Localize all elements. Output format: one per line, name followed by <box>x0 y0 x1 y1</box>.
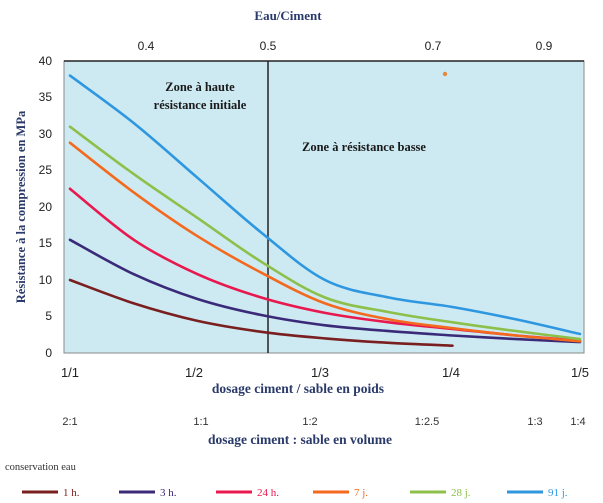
y-tick-label: 40 <box>39 54 53 68</box>
series-line-2 <box>68 238 582 344</box>
x-tick-label: 1/1 <box>61 365 79 380</box>
footnote: conservation eau <box>5 462 77 473</box>
top-tick-label: 0.9 <box>536 39 553 53</box>
top-tick-label: 0.7 <box>425 39 442 53</box>
x2-tick-label: 1:3 <box>527 416 542 428</box>
top-tick-label: 0.4 <box>138 39 155 53</box>
y-tick-label: 5 <box>45 309 52 323</box>
series-line-6 <box>68 74 582 336</box>
series-line-4 <box>68 141 582 343</box>
x2-tick-label: 1:2 <box>302 416 317 428</box>
y-tick-label: 25 <box>39 163 53 177</box>
x-tick-label: 1/2 <box>185 365 203 380</box>
series-lines <box>68 74 582 347</box>
y-tick-labels: 0 5 10 15 20 25 30 35 40 <box>39 54 53 360</box>
legend-label: 1 h. <box>63 487 80 499</box>
legend: 1 h. 3 h. 24 h. 7 j. 28 j. 91 j. <box>22 487 568 499</box>
series-line-5 <box>68 125 582 341</box>
y-axis-title: Résistance à la compression en MPa <box>14 110 28 303</box>
y-tick-label: 10 <box>39 273 53 287</box>
legend-label: 28 j. <box>451 487 471 499</box>
x2-tick-label: 2:1 <box>62 416 77 428</box>
zone-left-label-line2: résistance initiale <box>154 98 247 112</box>
legend-label: 3 h. <box>160 487 177 499</box>
y-tick-label: 15 <box>39 236 53 250</box>
series-line-1 <box>68 278 454 347</box>
x2-tick-label: 1:2.5 <box>415 416 439 428</box>
x-axis-title: dosage ciment / sable en poids <box>212 381 384 396</box>
x2-axis-title: dosage ciment : sable en volume <box>208 432 392 447</box>
top-tick-label: 0.5 <box>260 39 277 53</box>
legend-label: 24 h. <box>257 487 279 499</box>
legend-label: 91 j. <box>548 487 568 499</box>
y-tick-label: 35 <box>39 90 53 104</box>
x-tick-label: 1/5 <box>571 365 589 380</box>
zone-right-label: Zone à résistance basse <box>302 140 426 154</box>
y-tick-label: 20 <box>39 200 53 214</box>
y-tick-label: 30 <box>39 127 53 141</box>
y-tick-label: 0 <box>45 346 52 360</box>
legend-label: 7 j. <box>354 487 368 499</box>
plot-area <box>63 60 585 354</box>
stray-dot-marker <box>442 71 448 77</box>
x-tick-label: 1/4 <box>442 365 460 380</box>
x2-tick-label: 1:4 <box>570 416 585 428</box>
x2-tick-label: 1:1 <box>193 416 208 428</box>
zone-left-label-line1: Zone à haute <box>165 80 235 94</box>
top-axis-title: Eau/Ciment <box>254 8 322 23</box>
x-tick-label: 1/3 <box>311 365 329 380</box>
